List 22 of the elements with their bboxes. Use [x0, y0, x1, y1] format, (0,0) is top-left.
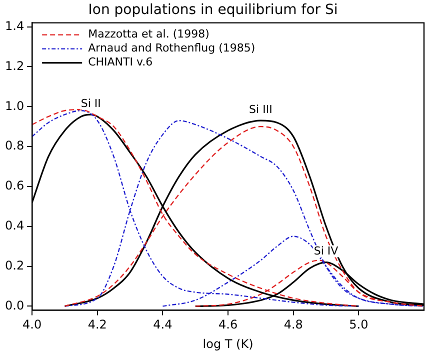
y-tick-label: 0.8	[4, 138, 24, 153]
annotation: Si IV	[314, 244, 339, 258]
x-tick-label: 4.8	[284, 318, 303, 332]
y-tick-label: 0.6	[4, 178, 24, 193]
y-tick-label: 1.2	[4, 58, 24, 73]
annotation: Si II	[80, 96, 101, 110]
y-tick-label: 0.4	[4, 218, 24, 232]
y-tick-label: 0.0	[4, 298, 24, 312]
y-tick-label: 1.4	[4, 18, 24, 33]
legend-label: Mazzotta et al. (1998)	[88, 28, 210, 41]
legend-label: Arnaud and Rothenflug (1985)	[88, 42, 256, 55]
x-tick-label: 5.0	[349, 318, 368, 332]
x-tick-label: 4.4	[153, 318, 172, 332]
x-tick-label: 4.6	[218, 318, 238, 332]
legend-label: CHIANTI v.6	[88, 56, 153, 69]
x-axis-title: log T (K)	[202, 336, 254, 351]
x-tick-label: 4.2	[88, 318, 107, 332]
y-tick-label: 1.0	[4, 98, 24, 113]
chart-title: Ion populations in equilibrium for Si	[88, 2, 338, 18]
annotation: Si III	[249, 102, 272, 116]
x-tick-label: 4.0	[22, 318, 42, 332]
y-tick-label: 0.2	[4, 258, 24, 272]
